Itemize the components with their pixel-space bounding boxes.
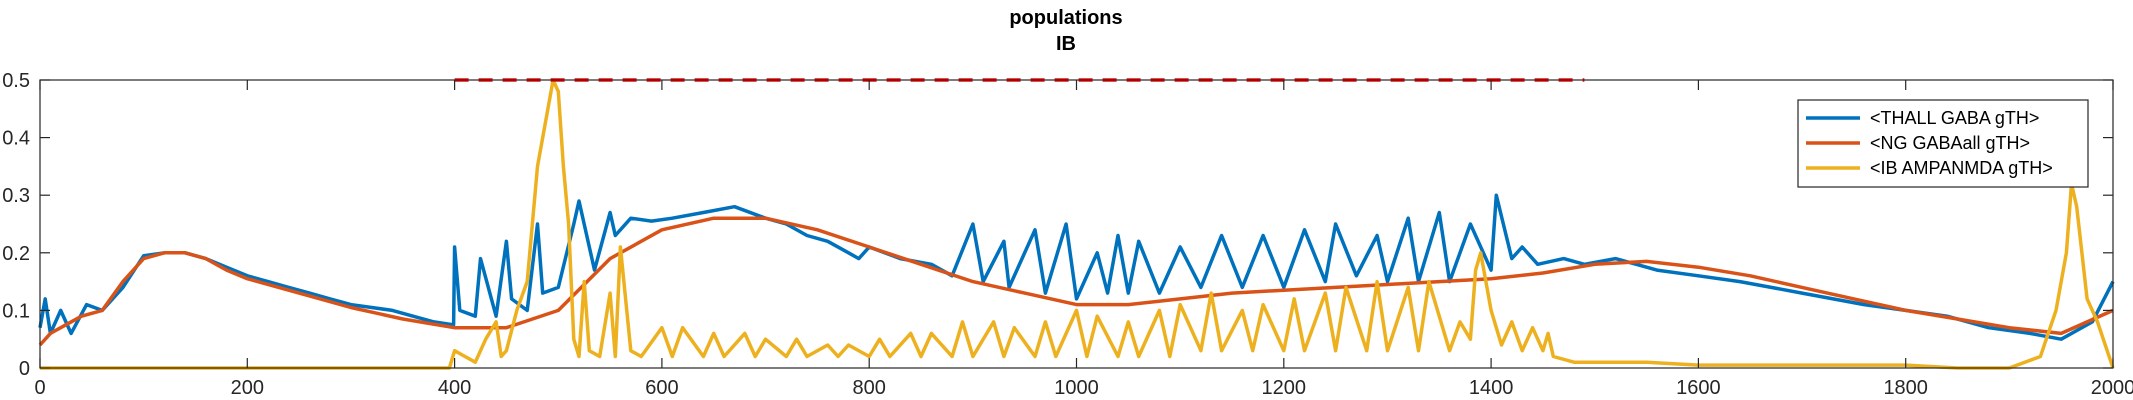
chart-subtitle-text: IB: [1056, 33, 1076, 55]
y-tick-label: 0.4: [2, 128, 30, 150]
tick-labels: 0 200 400 600 800 1000 1200 1400 1600 1800 2000 0 0.…: [2, 70, 2133, 399]
series-line-3: [40, 78, 2115, 370]
x-tick-label: 200: [231, 377, 264, 399]
y-tick-label: 0.1: [2, 300, 30, 322]
y-tick-label: 0.2: [2, 243, 30, 265]
legend-label-1: <THALL GABA gTH>: [1870, 108, 2039, 128]
x-tick-label: 1200: [1262, 377, 1307, 399]
x-tick-label: 1400: [1469, 377, 1514, 399]
y-tick-label: 0.3: [2, 185, 30, 207]
series-line-2: [38, 216, 2114, 347]
x-tick-label: 0: [34, 377, 45, 399]
x-tick-label: 1600: [1676, 377, 1721, 399]
chart-title-text: populations: [1009, 7, 1122, 29]
axes: [39, 79, 2114, 369]
x-tick-label: 800: [853, 377, 886, 399]
x-tick-label: 600: [645, 377, 678, 399]
legend: <THALL GABA gTH> <NG GABAall gTH> <IB AMPA…: [1797, 99, 2089, 188]
legend-label-2: <NG GABAall gTH>: [1870, 133, 2030, 153]
legend-label-3: <IB AMPANMDA gTH>: [1870, 158, 2053, 178]
x-tick-label: 400: [438, 377, 471, 399]
chart-title: populations IB: [1009, 7, 1122, 55]
y-tick-label: 0.5: [2, 70, 30, 92]
plot-lines: [38, 78, 2115, 370]
x-tick-label: 1800: [1883, 377, 1928, 399]
y-tick-label: 0: [19, 358, 30, 380]
x-tick-label: 2000: [2091, 377, 2133, 399]
x-tick-label: 1000: [1054, 377, 1099, 399]
